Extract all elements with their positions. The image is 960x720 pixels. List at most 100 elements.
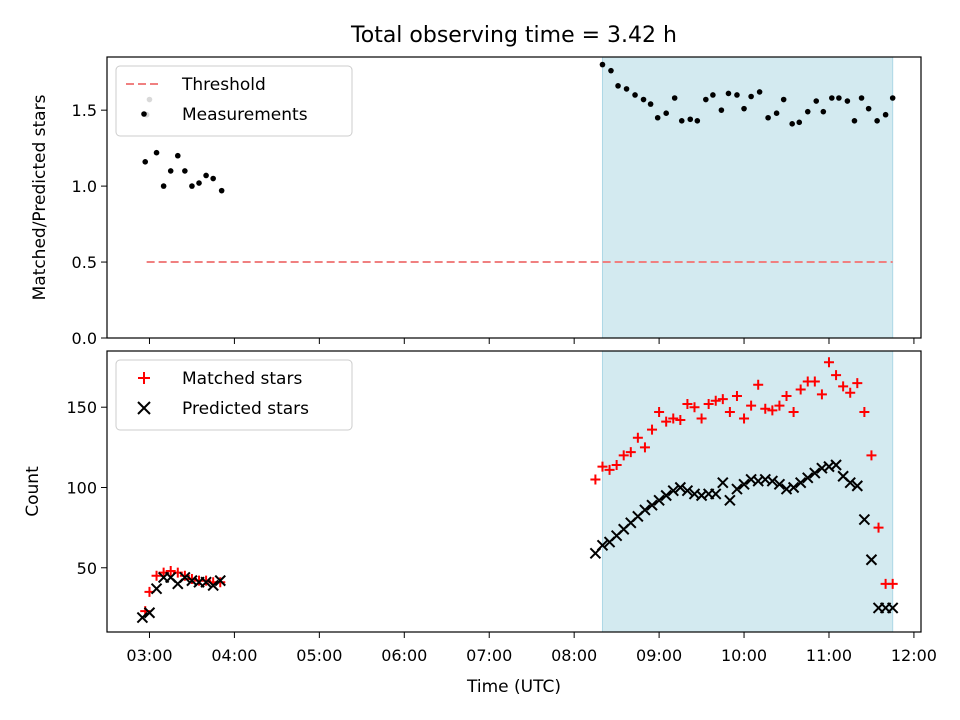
matched-star-point: [845, 387, 856, 398]
measurement-point: [882, 111, 889, 118]
matched-star-point: [611, 460, 622, 471]
legend-box: [115, 65, 353, 137]
predicted-star-point: [646, 499, 658, 511]
measurement-point: [734, 92, 740, 98]
legend-box: [115, 359, 353, 431]
predicted-star-point: [660, 489, 672, 502]
measurement-point: [865, 105, 872, 112]
measurement-point: [623, 86, 630, 92]
x-tick-label: 08:00: [551, 646, 597, 665]
x-tick-label: 10:00: [721, 646, 767, 665]
predicted-star-point: [766, 475, 779, 487]
measurement-point: [196, 180, 202, 186]
ratio-panel: 0.0 0.5 1.0 1.5 Matched/Predicted stars Thres…: [30, 56, 922, 348]
legend: Threshold Measurements: [115, 65, 353, 137]
predicted-star-point: [773, 478, 786, 490]
matched-star-point: [647, 424, 658, 435]
measurement-point: [218, 187, 225, 194]
x-tick-label: 06:00: [381, 646, 427, 665]
predicted-star-point: [214, 574, 226, 587]
measurement-point: [836, 95, 842, 101]
matched-star-point: [823, 357, 834, 368]
measurement-point: [796, 119, 803, 126]
predicted-star-point: [179, 571, 191, 584]
matched-star-point: [696, 413, 707, 424]
measurement-point: [203, 172, 209, 179]
measurement-point: [663, 110, 669, 116]
matched-star-point: [668, 413, 679, 424]
matched-star-point: [597, 461, 608, 472]
measurement-point: [687, 116, 694, 123]
measurement-point: [874, 117, 880, 124]
x-tick-label: 09:00: [636, 646, 682, 665]
y-tick-label: 150: [66, 398, 97, 417]
measurement-point: [804, 108, 811, 115]
measurement-point: [789, 121, 795, 127]
x-tick-label: 05:00: [296, 646, 342, 665]
matched-star-point: [639, 442, 650, 453]
matched-star-point: [788, 407, 799, 418]
measurement-point: [756, 89, 763, 95]
measurement-point: [632, 92, 638, 98]
measurement-point: [858, 95, 865, 101]
matched-star-point: [795, 384, 806, 395]
matched-star-point: [710, 395, 721, 406]
matched-star-point: [873, 522, 884, 533]
measurement-point: [182, 168, 188, 174]
matched-star-point: [703, 398, 714, 409]
legend-predicted-marker: [137, 401, 151, 415]
measurement-point: [189, 183, 195, 189]
measurement-point: [851, 117, 858, 124]
matched-star-point: [675, 415, 686, 426]
figure-title: Total observing time = 3.42 h: [350, 23, 677, 48]
matched-star-point: [661, 416, 672, 427]
predicted-star-point: [851, 480, 864, 492]
x-axis-label: Time (UTC): [466, 677, 561, 697]
predicted-star-point: [596, 539, 609, 551]
matched-star-point: [731, 390, 742, 401]
predicted-star-point: [724, 494, 736, 507]
measurement-point: [694, 117, 701, 124]
matched-star-point: [831, 370, 842, 381]
y-tick-label: 100: [66, 478, 97, 497]
legend-label: Matched stars: [182, 369, 302, 389]
y-tick-label: 50: [77, 559, 97, 578]
matched-star-point: [852, 378, 863, 389]
matched-star-point: [604, 464, 615, 475]
matched-star-point: [739, 413, 750, 424]
matched-star-point: [859, 407, 870, 418]
legend-measurement-marker: [141, 111, 147, 117]
measurement-point: [640, 96, 647, 103]
matched-star-point: [781, 390, 792, 401]
measurement-point: [889, 95, 896, 101]
measurement-point: [748, 93, 754, 100]
predicted-star-point: [143, 607, 156, 619]
measurement-point: [608, 67, 614, 74]
measurement-point: [813, 98, 820, 104]
y-tick-label: 1.0: [72, 177, 97, 196]
legend: Matched stars Predicted stars: [115, 359, 353, 431]
measurement-point: [718, 107, 725, 113]
measurement-point: [844, 98, 851, 104]
matched-star-point: [724, 407, 735, 418]
legend-label: Threshold: [181, 75, 266, 95]
legend-label: Measurements: [182, 105, 308, 125]
matched-star-point: [887, 578, 898, 589]
axes-frame: [106, 350, 922, 633]
predicted-star-point: [731, 483, 743, 495]
predicted-star-point: [865, 554, 878, 566]
matched-star-point: [746, 400, 757, 411]
x-tick-label: 11:00: [806, 646, 852, 665]
matched-star-point: [809, 376, 820, 387]
matched-star-point: [753, 379, 764, 390]
measurements-series: [142, 61, 896, 194]
measurement-point: [710, 92, 716, 98]
matched-star-point: [717, 394, 728, 405]
x-tick-label: 07:00: [466, 646, 512, 665]
matched-star-point: [682, 398, 693, 409]
predicted-star-point: [844, 476, 856, 489]
measurement-point: [678, 117, 685, 124]
measurement-point: [820, 108, 827, 115]
measurement-point: [599, 61, 606, 68]
predicted-star-point: [787, 481, 800, 494]
